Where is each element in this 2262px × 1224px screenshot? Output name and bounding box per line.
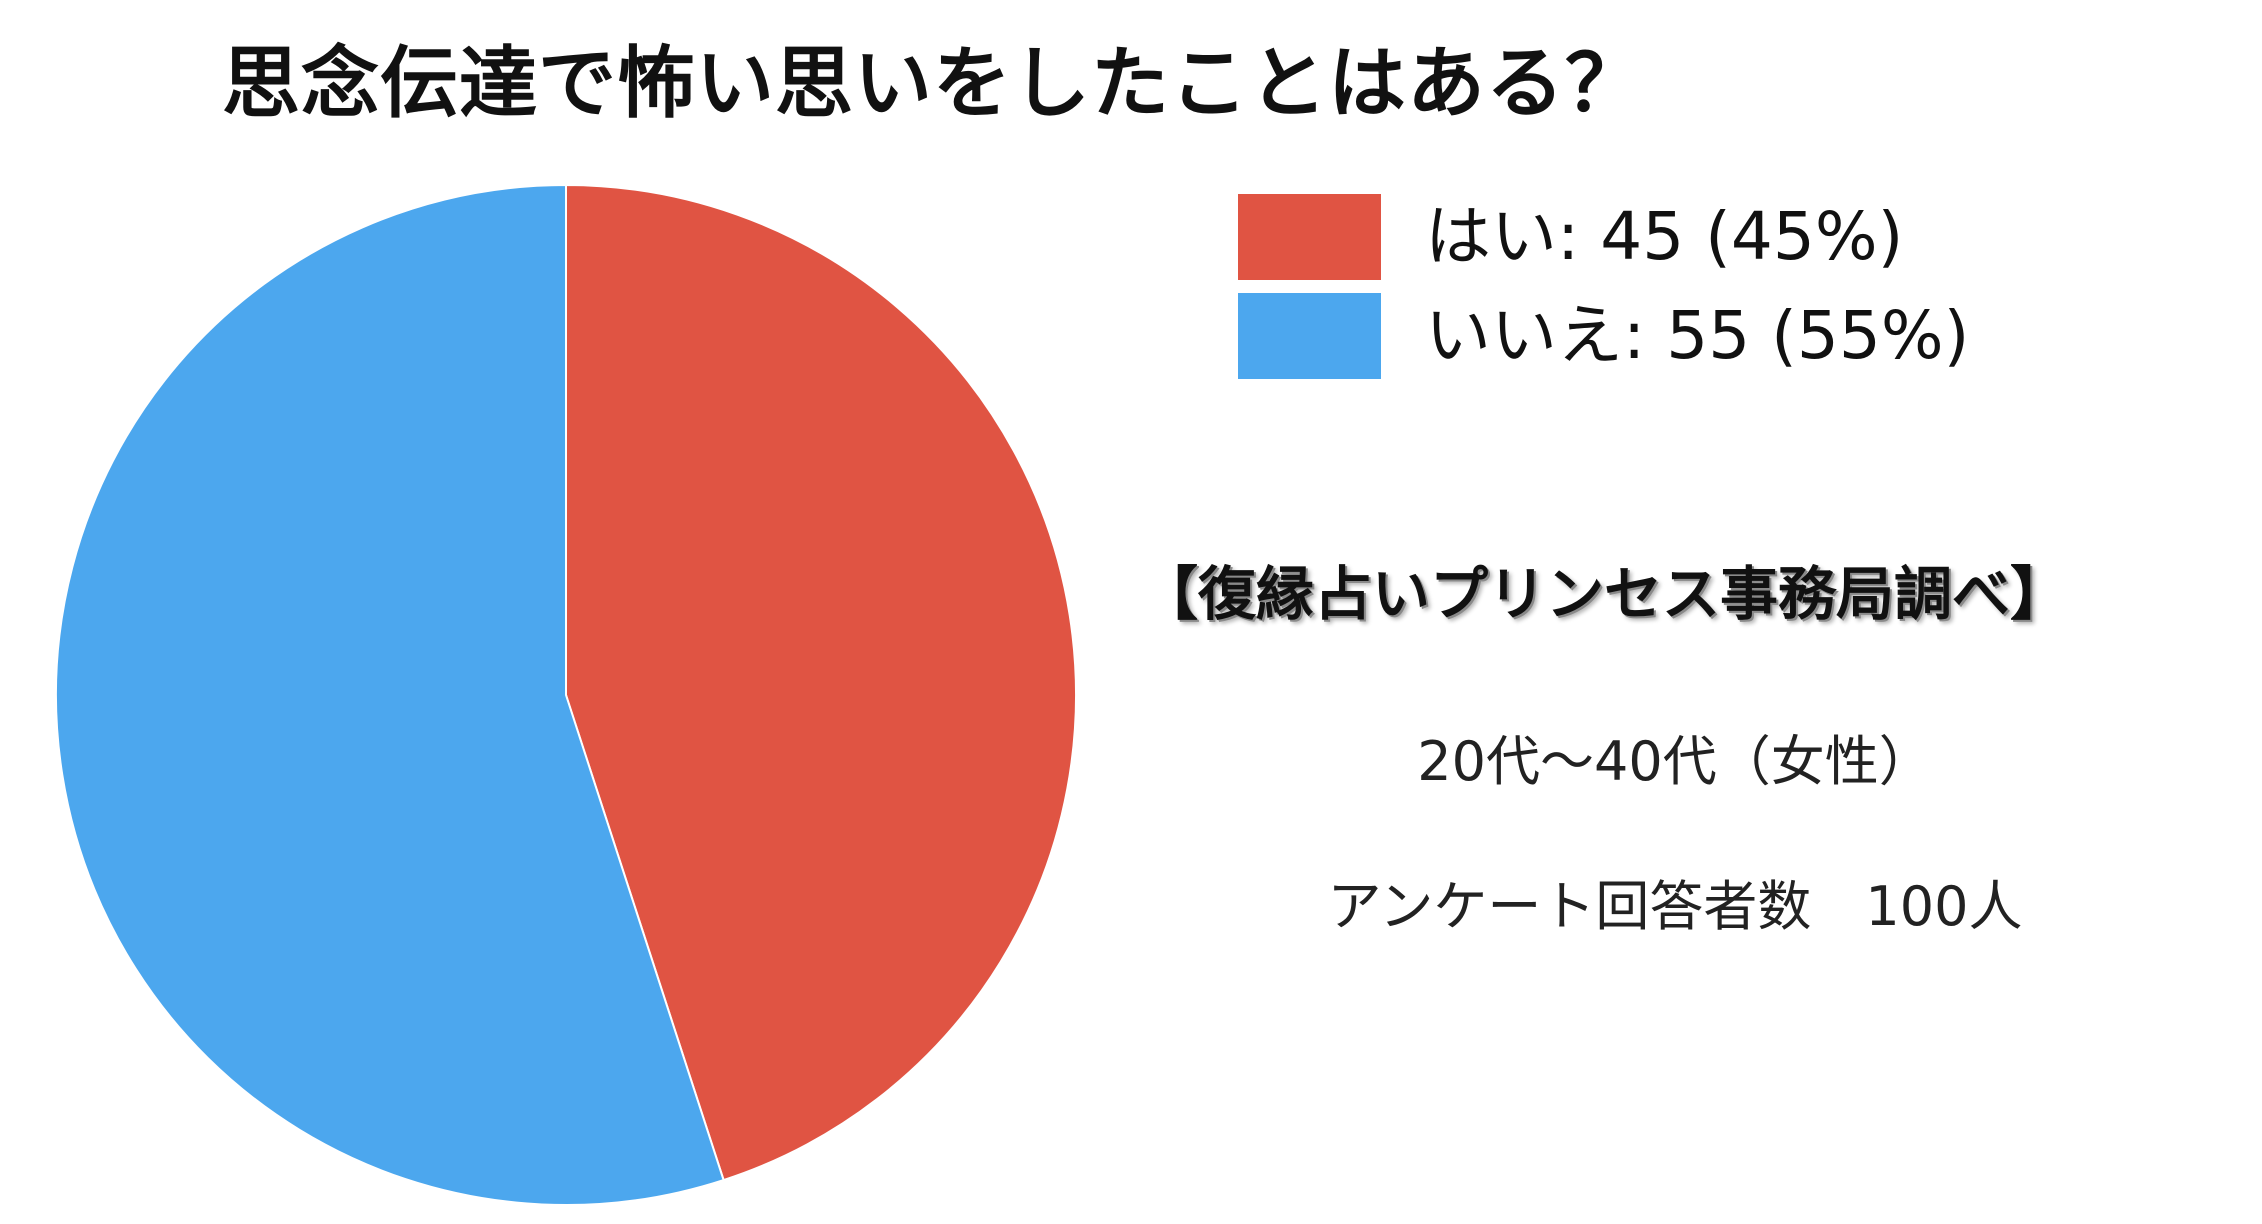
legend: はい: 45 (45%) いいえ: 55 (55%) [1238,190,1969,388]
source-note: 【復縁占いプリンセス事務局調べ】 [1140,560,2069,628]
pie-slice-yes [565,183,1077,1182]
pie-chart [55,183,1077,1206]
legend-label-no: いいえ: 55 (55%) [1425,297,1970,374]
legend-swatch-no [1238,293,1381,379]
respondent-count-note: アンケート回答者数 100人 [1327,875,2023,938]
legend-item-no: いいえ: 55 (55%) [1238,289,1969,383]
pie-slice-no [55,183,725,1206]
legend-item-yes: はい: 45 (45%) [1238,190,1969,284]
legend-label-yes: はい: 45 (45%) [1425,198,1904,275]
chart-title: 思念伝達で怖い思いをしたことはある？ [222,39,1645,129]
age-group-note: 20代〜40代（女性） [1417,730,1933,793]
legend-swatch-yes [1238,194,1381,280]
